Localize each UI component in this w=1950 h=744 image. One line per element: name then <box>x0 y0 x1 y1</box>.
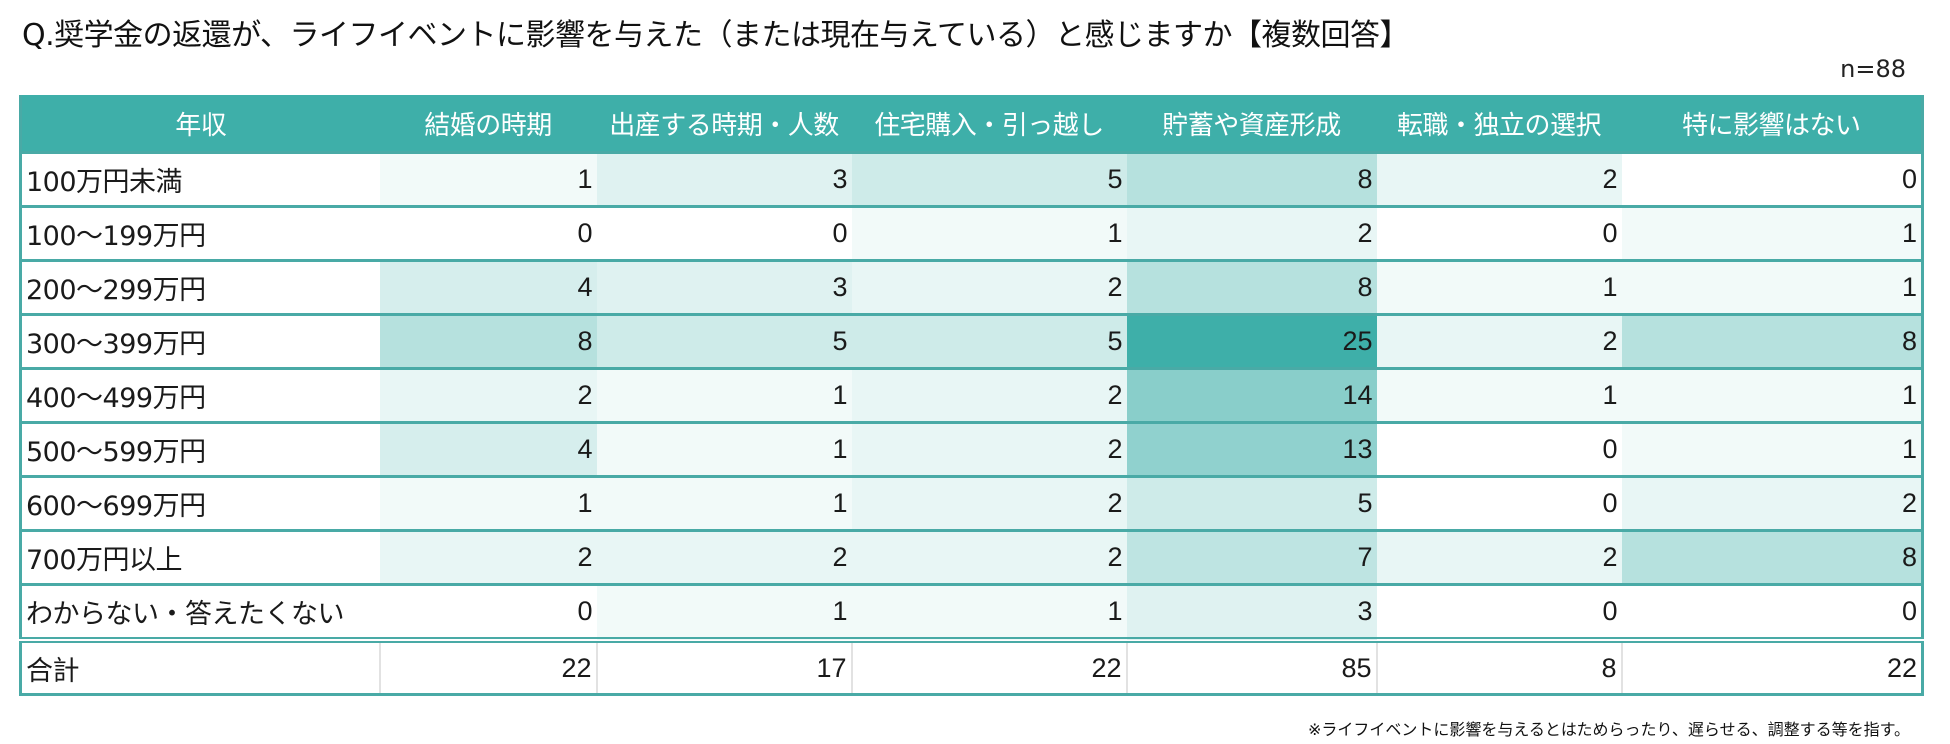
cell: 2 <box>1126 205 1377 261</box>
total-cell: 85 <box>1125 637 1377 696</box>
cell: 0 <box>1376 421 1622 477</box>
header-housing: 住宅購入・引っ越し <box>851 95 1127 153</box>
cell: 0 <box>379 205 597 261</box>
cell: 2 <box>1376 529 1622 585</box>
sample-size: n=88 <box>1840 55 1906 83</box>
cell: 3 <box>596 151 852 207</box>
total-cell: 22 <box>850 637 1127 696</box>
table-row: 300〜399万円 8 5 5 25 2 8 <box>20 313 1923 369</box>
row-label: 600〜699万円 <box>20 475 380 531</box>
cell: 1 <box>1621 205 1923 261</box>
cell: 2 <box>379 367 597 423</box>
cell: 2 <box>1621 475 1923 531</box>
cell: 1 <box>596 583 852 640</box>
cell: 1 <box>851 205 1127 261</box>
row-label: 500〜599万円 <box>20 421 380 477</box>
cell: 2 <box>851 421 1127 477</box>
header-childbirth: 出産する時期・人数 <box>596 95 852 153</box>
cell: 5 <box>851 313 1127 369</box>
page-title: Q.奨学金の返還が、ライフイベントに影響を与えた（または現在与えている）と感じま… <box>22 18 1410 53</box>
heatmap-table: 年収 結婚の時期 出産する時期・人数 住宅購入・引っ越し 貯蓄や資産形成 転職・… <box>19 95 1924 696</box>
row-label: 100〜199万円 <box>20 205 380 261</box>
cell: 0 <box>596 205 852 261</box>
cell: 2 <box>851 475 1127 531</box>
cell: 8 <box>1126 259 1377 315</box>
table-row: 200〜299万円 4 3 2 8 1 1 <box>20 259 1923 315</box>
cell: 1 <box>596 367 852 423</box>
total-label: 合計 <box>20 637 380 696</box>
cell: 5 <box>851 151 1127 207</box>
table-row: 100〜199万円 0 0 1 2 0 1 <box>20 205 1923 261</box>
cell: 25 <box>1126 313 1377 369</box>
cell: 8 <box>379 313 597 369</box>
table-row: わからない・答えたくない 0 1 1 3 0 0 <box>20 583 1923 640</box>
row-label: 100万円未満 <box>20 151 380 207</box>
cell: 0 <box>379 583 597 640</box>
total-cell: 22 <box>1620 637 1923 696</box>
total-cell: 17 <box>595 637 852 696</box>
table-row: 600〜699万円 1 1 2 5 0 2 <box>20 475 1923 531</box>
cell: 1 <box>1376 367 1622 423</box>
cell: 1 <box>596 475 852 531</box>
cell: 8 <box>1621 529 1923 585</box>
cell: 2 <box>379 529 597 585</box>
cell: 1 <box>1376 259 1622 315</box>
total-cell: 22 <box>378 637 597 696</box>
row-label: 700万円以上 <box>20 529 380 585</box>
cell: 5 <box>596 313 852 369</box>
row-label: 400〜499万円 <box>20 367 380 423</box>
cell: 2 <box>851 259 1127 315</box>
cell: 8 <box>1126 151 1377 207</box>
cell: 4 <box>379 259 597 315</box>
cell: 0 <box>1621 151 1923 207</box>
header-marriage: 結婚の時期 <box>379 95 597 153</box>
cell: 0 <box>1376 475 1622 531</box>
cell: 0 <box>1376 583 1622 640</box>
cell: 1 <box>379 475 597 531</box>
cell: 2 <box>1376 313 1622 369</box>
cell: 0 <box>1621 583 1923 640</box>
cell: 3 <box>596 259 852 315</box>
cell: 13 <box>1126 421 1377 477</box>
cell: 1 <box>851 583 1127 640</box>
cell: 3 <box>1126 583 1377 640</box>
cell: 14 <box>1126 367 1377 423</box>
table-row: 500〜599万円 4 1 2 13 0 1 <box>20 421 1923 477</box>
table-row: 100万円未満 1 3 5 8 2 0 <box>20 151 1923 207</box>
cell: 1 <box>1621 367 1923 423</box>
cell: 2 <box>851 529 1127 585</box>
total-cell: 8 <box>1375 637 1622 696</box>
cell: 1 <box>379 151 597 207</box>
header-income: 年収 <box>20 95 380 153</box>
row-label: わからない・答えたくない <box>20 583 380 640</box>
cell: 7 <box>1126 529 1377 585</box>
table-row: 700万円以上 2 2 2 7 2 8 <box>20 529 1923 585</box>
table-row: 400〜499万円 2 1 2 14 1 1 <box>20 367 1923 423</box>
cell: 2 <box>596 529 852 585</box>
cell: 2 <box>851 367 1127 423</box>
cell: 1 <box>596 421 852 477</box>
cell: 4 <box>379 421 597 477</box>
header-savings: 貯蓄や資産形成 <box>1126 95 1377 153</box>
cell: 2 <box>1376 151 1622 207</box>
cell: 8 <box>1621 313 1923 369</box>
header-row: 年収 結婚の時期 出産する時期・人数 住宅購入・引っ越し 貯蓄や資産形成 転職・… <box>20 95 1923 153</box>
footnote: ※ライフイベントに影響を与えるとはためらったり、遅らせる、調整する等を指す。 <box>1307 720 1910 739</box>
header-career: 転職・独立の選択 <box>1376 95 1622 153</box>
cell: 5 <box>1126 475 1377 531</box>
cell: 0 <box>1376 205 1622 261</box>
row-label: 200〜299万円 <box>20 259 380 315</box>
total-row: 合計 22 17 22 85 8 22 <box>20 637 1923 696</box>
cell: 1 <box>1621 421 1923 477</box>
cell: 1 <box>1621 259 1923 315</box>
header-no-impact: 特に影響はない <box>1621 95 1923 153</box>
row-label: 300〜399万円 <box>20 313 380 369</box>
